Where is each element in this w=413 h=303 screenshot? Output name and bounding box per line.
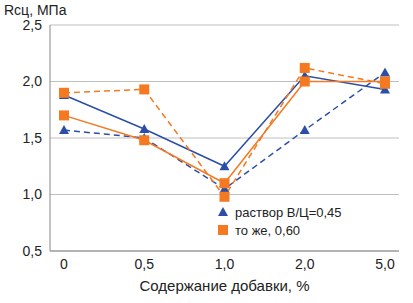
- html-text:Содержание добавки, %: Содержание добавки, %: [139, 277, 310, 294]
- svg-text:0: 0: [60, 256, 68, 272]
- svg-text:2,0: 2,0: [295, 256, 315, 272]
- html-text:то же, 0,60: то же, 0,60: [235, 222, 301, 238]
- html-text:Rсц, МПа: Rсц, МПа: [4, 2, 67, 18]
- svg-text:2,0: 2,0: [23, 73, 43, 89]
- svg-text:1,0: 1,0: [23, 186, 43, 202]
- svg-text:5,0: 5,0: [375, 256, 395, 272]
- svg-text:1,0: 1,0: [215, 256, 235, 272]
- svg-text:0,5: 0,5: [23, 243, 43, 259]
- svg-text:0,5: 0,5: [135, 256, 155, 272]
- svg-text:2,5: 2,5: [23, 17, 43, 33]
- svg-text:1,5: 1,5: [23, 130, 43, 146]
- html-text:раствор В/Ц=0,45: раствор В/Ц=0,45: [235, 204, 342, 220]
